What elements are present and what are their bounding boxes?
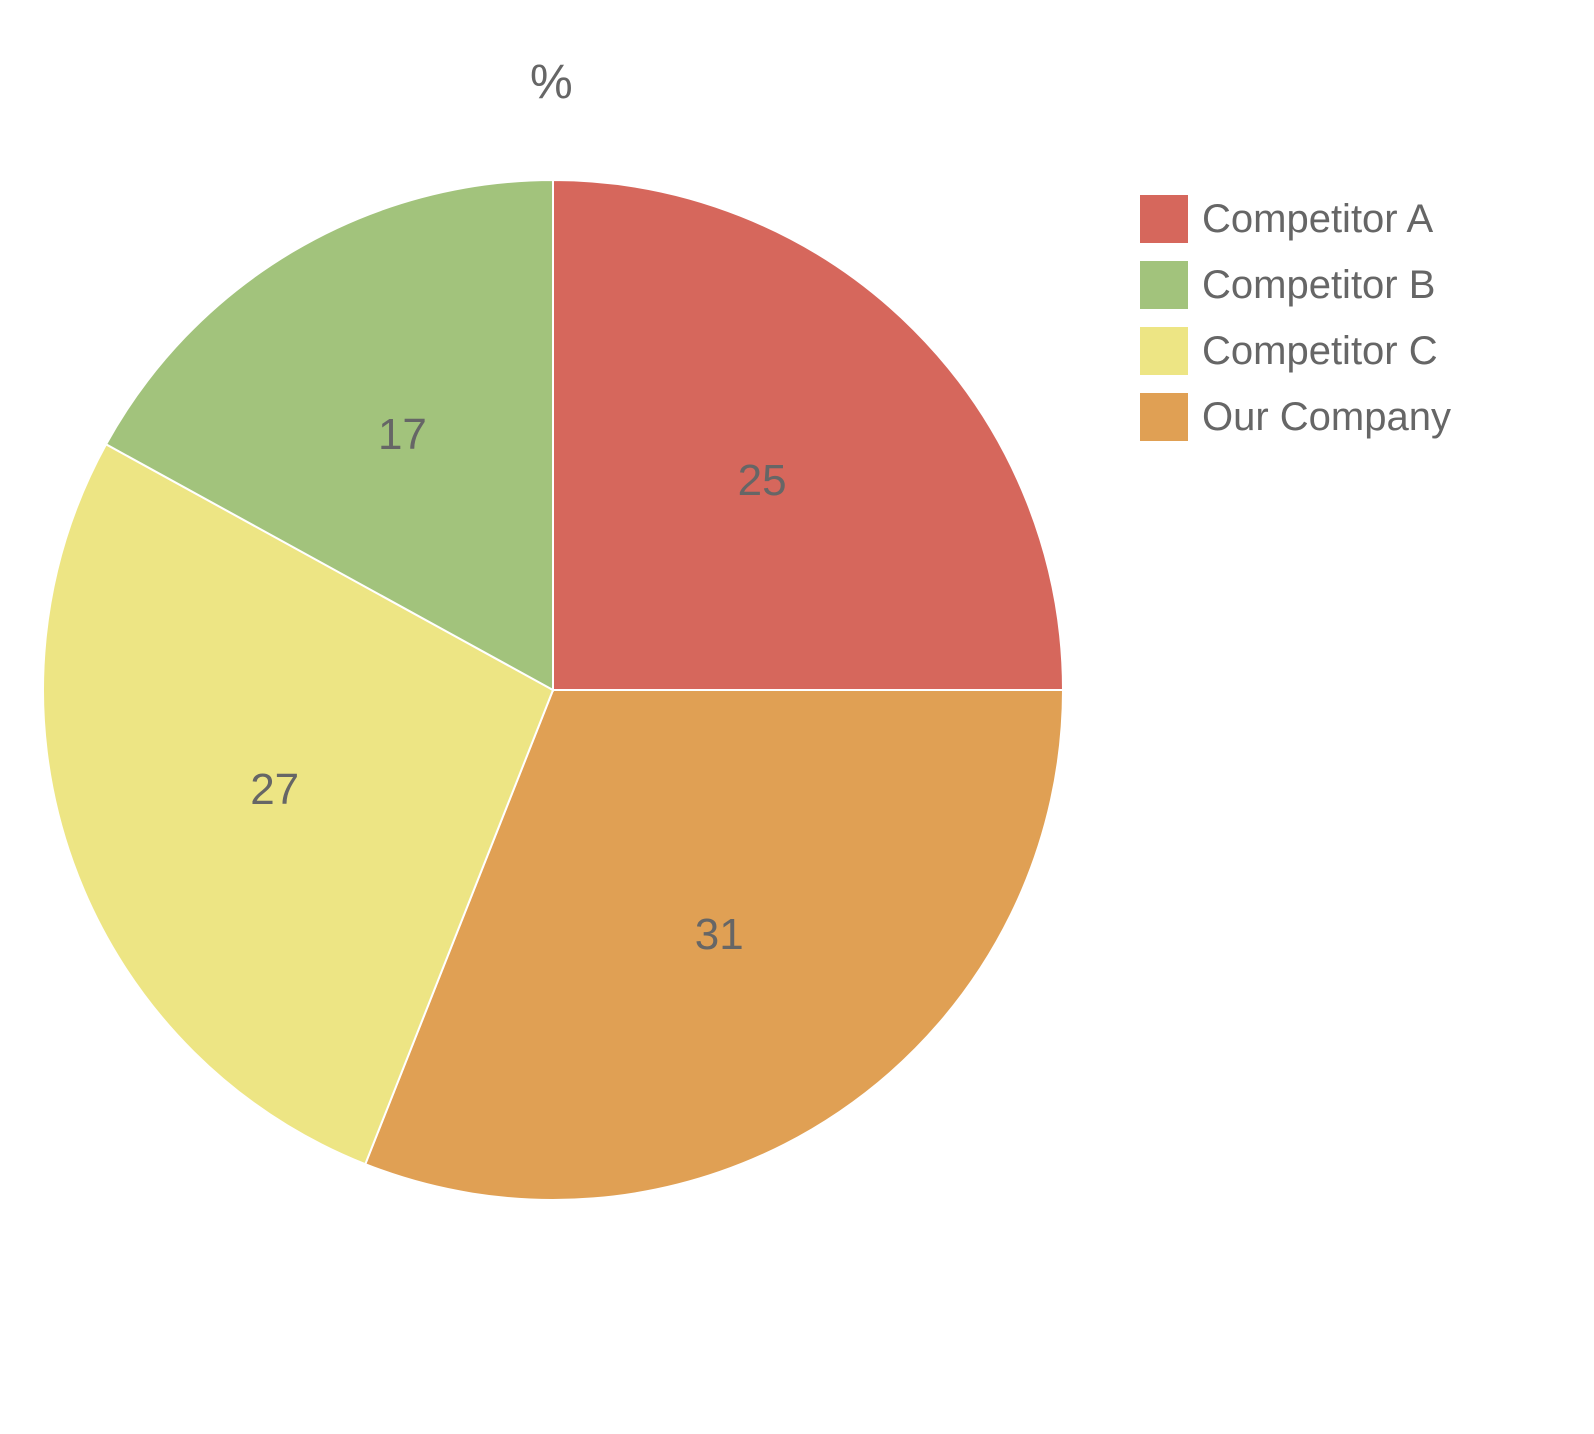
legend-swatch xyxy=(1140,393,1188,441)
legend-swatch xyxy=(1140,195,1188,243)
slice-value-label: 31 xyxy=(695,910,744,960)
slice-value-label: 17 xyxy=(378,410,427,460)
legend-label: Competitor A xyxy=(1202,199,1433,239)
legend-label: Our Company xyxy=(1202,397,1451,437)
legend-item: Competitor C xyxy=(1140,327,1451,375)
pie-chart-container: % Competitor A Competitor B Competitor C Ou… xyxy=(0,0,1594,1434)
chart-title: % xyxy=(530,55,573,110)
legend-swatch xyxy=(1140,327,1188,375)
pie-slice xyxy=(553,180,1063,690)
slice-value-label: 25 xyxy=(738,456,787,506)
legend-item: Our Company xyxy=(1140,393,1451,441)
legend-swatch xyxy=(1140,261,1188,309)
legend-item: Competitor A xyxy=(1140,195,1451,243)
legend-label: Competitor B xyxy=(1202,265,1435,305)
legend: Competitor A Competitor B Competitor C Our … xyxy=(1140,195,1451,459)
legend-label: Competitor C xyxy=(1202,331,1438,371)
pie-chart xyxy=(33,170,1073,1210)
legend-item: Competitor B xyxy=(1140,261,1451,309)
slice-value-label: 27 xyxy=(250,765,299,815)
